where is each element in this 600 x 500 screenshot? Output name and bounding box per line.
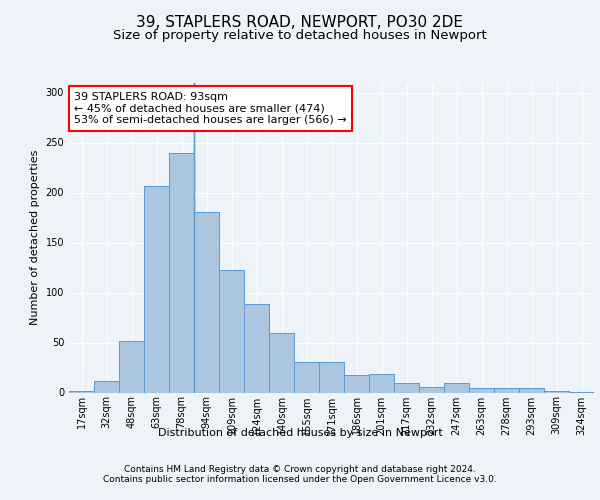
- Bar: [319, 362, 344, 392]
- Bar: [94, 380, 119, 392]
- Bar: [319, 362, 344, 392]
- Text: Contains HM Land Registry data © Crown copyright and database right 2024.: Contains HM Land Registry data © Crown c…: [124, 464, 476, 473]
- Bar: [344, 374, 369, 392]
- Bar: [469, 388, 494, 392]
- Bar: [419, 386, 444, 392]
- Bar: [144, 186, 169, 392]
- Bar: [194, 212, 219, 392]
- Bar: [444, 382, 469, 392]
- Bar: [69, 390, 94, 392]
- Bar: [144, 186, 169, 392]
- Text: Size of property relative to detached houses in Newport: Size of property relative to detached ho…: [113, 30, 487, 43]
- Bar: [169, 152, 194, 392]
- Bar: [469, 388, 494, 392]
- Bar: [494, 388, 519, 392]
- Bar: [219, 270, 244, 392]
- Bar: [494, 388, 519, 392]
- Bar: [219, 270, 244, 392]
- Text: Distribution of detached houses by size in Newport: Distribution of detached houses by size …: [158, 428, 442, 438]
- Bar: [244, 304, 269, 392]
- Bar: [444, 382, 469, 392]
- Bar: [94, 380, 119, 392]
- Bar: [519, 388, 544, 392]
- Text: Contains public sector information licensed under the Open Government Licence v3: Contains public sector information licen…: [103, 476, 497, 484]
- Bar: [369, 374, 394, 392]
- Bar: [119, 340, 144, 392]
- Bar: [269, 332, 294, 392]
- Bar: [194, 212, 219, 392]
- Text: 39, STAPLERS ROAD, NEWPORT, PO30 2DE: 39, STAPLERS ROAD, NEWPORT, PO30 2DE: [137, 15, 464, 30]
- Bar: [394, 382, 419, 392]
- Bar: [544, 390, 569, 392]
- Bar: [244, 304, 269, 392]
- Bar: [169, 152, 194, 392]
- Bar: [119, 340, 144, 392]
- Bar: [344, 374, 369, 392]
- Bar: [269, 332, 294, 392]
- Bar: [69, 390, 94, 392]
- Bar: [394, 382, 419, 392]
- Bar: [519, 388, 544, 392]
- Y-axis label: Number of detached properties: Number of detached properties: [30, 150, 40, 325]
- Bar: [294, 362, 319, 392]
- Bar: [419, 386, 444, 392]
- Bar: [294, 362, 319, 392]
- Bar: [369, 374, 394, 392]
- Text: 39 STAPLERS ROAD: 93sqm
← 45% of detached houses are smaller (474)
53% of semi-d: 39 STAPLERS ROAD: 93sqm ← 45% of detache…: [74, 92, 347, 125]
- Bar: [544, 390, 569, 392]
